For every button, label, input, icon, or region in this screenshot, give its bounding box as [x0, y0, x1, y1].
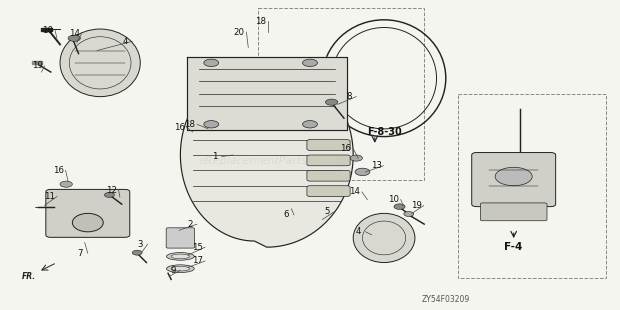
Circle shape	[394, 204, 405, 209]
Text: eReplacementParts.com: eReplacementParts.com	[198, 156, 335, 166]
Circle shape	[303, 59, 317, 67]
Text: 19: 19	[410, 201, 422, 210]
Text: 10: 10	[388, 195, 399, 204]
Text: F-8-30: F-8-30	[366, 127, 401, 137]
Circle shape	[104, 193, 114, 197]
Text: ZY54F03209: ZY54F03209	[422, 295, 470, 304]
Ellipse shape	[353, 213, 415, 263]
Text: 1: 1	[211, 152, 217, 161]
Text: 3: 3	[138, 240, 143, 249]
Circle shape	[350, 155, 363, 161]
Text: 2: 2	[187, 219, 192, 229]
Circle shape	[303, 121, 317, 128]
Text: 4: 4	[122, 37, 128, 46]
Text: 18: 18	[184, 120, 195, 129]
Ellipse shape	[167, 265, 194, 272]
Text: F-4: F-4	[505, 242, 523, 252]
FancyBboxPatch shape	[307, 170, 350, 181]
Circle shape	[355, 168, 370, 175]
FancyBboxPatch shape	[480, 203, 547, 221]
Text: 11: 11	[44, 192, 55, 201]
Text: 19: 19	[32, 61, 43, 70]
Text: 5: 5	[324, 207, 329, 216]
Text: 10: 10	[42, 26, 53, 35]
Text: 4: 4	[355, 227, 361, 236]
Text: 16: 16	[174, 123, 185, 132]
Circle shape	[132, 250, 142, 255]
FancyBboxPatch shape	[307, 186, 350, 197]
Circle shape	[495, 167, 532, 186]
Text: 16: 16	[340, 144, 352, 153]
Circle shape	[68, 35, 81, 41]
Ellipse shape	[60, 29, 140, 97]
Text: 9: 9	[170, 266, 175, 275]
Ellipse shape	[73, 213, 104, 232]
Circle shape	[204, 59, 219, 67]
FancyBboxPatch shape	[166, 228, 195, 248]
FancyBboxPatch shape	[46, 189, 130, 237]
Circle shape	[60, 181, 73, 187]
Text: 13: 13	[371, 161, 381, 170]
Text: 8: 8	[346, 92, 352, 101]
FancyBboxPatch shape	[472, 153, 556, 206]
Polygon shape	[180, 63, 353, 247]
Text: 6: 6	[284, 210, 290, 219]
Text: 17: 17	[192, 256, 203, 265]
Text: 7: 7	[78, 249, 83, 258]
Text: 18: 18	[255, 17, 266, 26]
Text: 14: 14	[349, 187, 360, 196]
Polygon shape	[187, 57, 347, 131]
Bar	[41, 28, 52, 31]
Bar	[32, 61, 42, 64]
Circle shape	[326, 99, 338, 105]
Text: 16: 16	[53, 166, 64, 175]
Text: 20: 20	[234, 28, 244, 37]
Text: 12: 12	[106, 186, 117, 195]
FancyBboxPatch shape	[307, 140, 350, 150]
Text: 15: 15	[192, 243, 203, 252]
Text: FR.: FR.	[22, 272, 36, 281]
Ellipse shape	[171, 254, 190, 259]
Ellipse shape	[167, 253, 194, 260]
Text: 14: 14	[69, 29, 80, 38]
Circle shape	[204, 121, 219, 128]
Ellipse shape	[171, 266, 190, 271]
Circle shape	[404, 211, 414, 216]
FancyBboxPatch shape	[307, 155, 350, 166]
